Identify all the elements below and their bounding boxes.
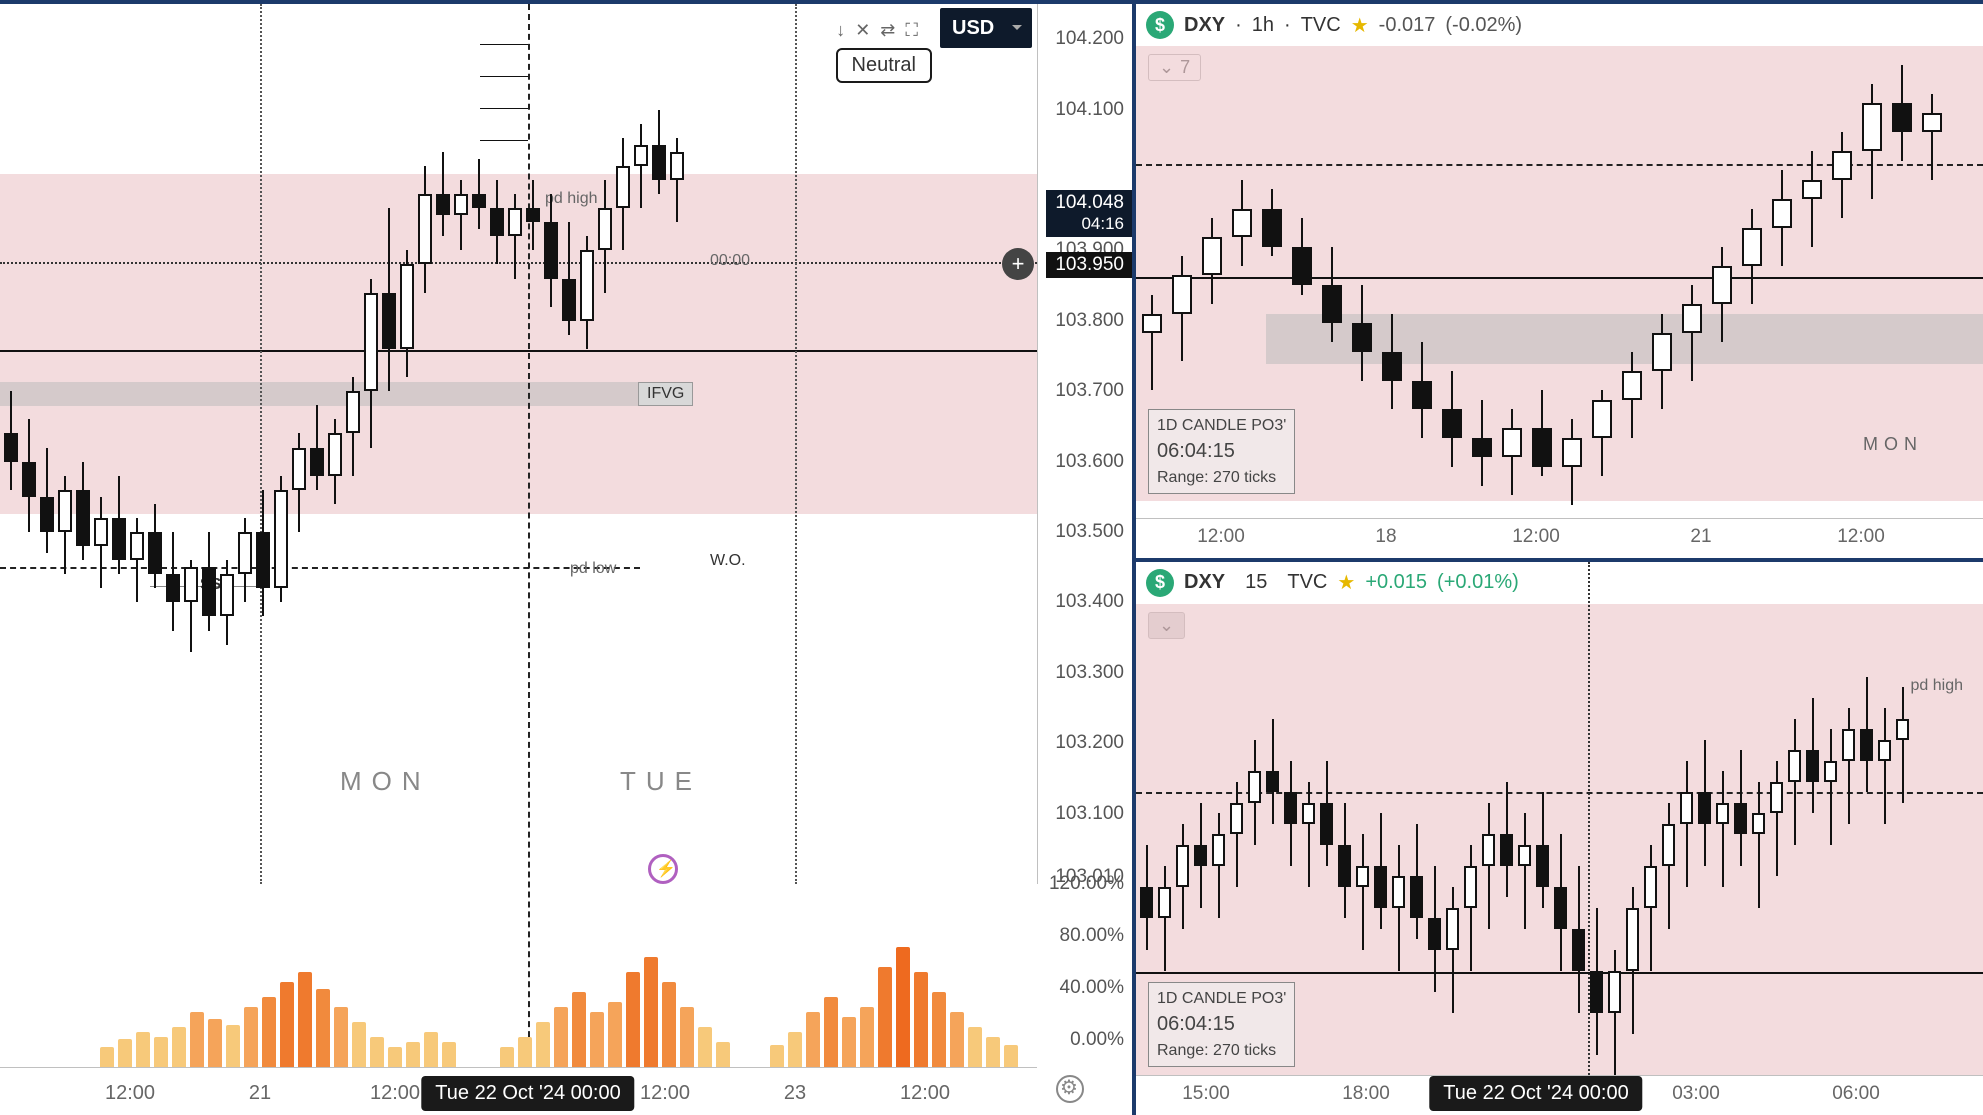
candles	[0, 4, 1037, 884]
symbol-badge: $	[1146, 11, 1174, 39]
gear-icon[interactable]	[1056, 1075, 1084, 1103]
crosshair-price-label: 103.950	[1046, 252, 1132, 278]
symbol-badge: $	[1146, 569, 1174, 597]
maximize-icon[interactable]: ⛶	[905, 20, 918, 41]
chart-15m-panel[interactable]: $ DXY 15 TVC ★ +0.015 (+0.01%) ⌄ pd high…	[1136, 562, 1983, 1115]
interval-label[interactable]: 1h	[1252, 14, 1274, 37]
volume-histogram	[0, 887, 1037, 1067]
info-box: 1D CANDLE PO3' 06:04:15 Range: 270 ticks	[1148, 982, 1295, 1067]
current-price-label: 104.048 04:16	[1046, 190, 1132, 237]
link-icon[interactable]: ⇄	[880, 20, 895, 41]
y-axis[interactable]: 104.200104.100103.900103.800103.700103.6…	[1037, 4, 1132, 884]
currency-selector[interactable]: USD	[940, 8, 1032, 48]
interval-label[interactable]: 15	[1245, 571, 1267, 594]
x-axis[interactable]: 12:002112:0012:002312:00Tue 22 Oct '24 0…	[0, 1067, 1037, 1115]
chart-15m-header: $ DXY 15 TVC ★ +0.015 (+0.01%)	[1136, 562, 1983, 604]
arrow-down-icon[interactable]: ↓	[836, 20, 845, 41]
delta-abs: -0.017	[1379, 14, 1436, 37]
x-axis[interactable]: 15:0018:0003:0006:00Tue 22 Oct '24 00:00	[1136, 1075, 1983, 1115]
star-icon[interactable]: ★	[1351, 13, 1369, 38]
info-box: 1D CANDLE PO3' 06:04:15 Range: 270 ticks	[1148, 409, 1295, 494]
x-axis[interactable]: 12:001812:002112:00	[1136, 518, 1983, 558]
source-label: TVC	[1301, 14, 1341, 37]
close-icon[interactable]: ✕	[855, 20, 870, 41]
source-label: TVC	[1287, 571, 1327, 594]
chart-1h-panel[interactable]: $ DXY ·1h ·TVC ★ -0.017 (-0.02%) ⌄ 7 1D …	[1136, 4, 1983, 562]
chart-1h-header: $ DXY ·1h ·TVC ★ -0.017 (-0.02%)	[1136, 4, 1983, 46]
delta-abs: +0.015	[1365, 571, 1427, 594]
neutral-badge: Neutral	[836, 48, 932, 83]
delta-pct: (+0.01%)	[1437, 571, 1519, 594]
main-chart-panel[interactable]: pd high pd low SSL IFVG W.O. 00:00 MON T…	[0, 4, 1136, 1115]
add-alert-icon[interactable]: +	[1002, 248, 1034, 280]
delta-pct: (-0.02%)	[1445, 14, 1522, 37]
mon-label: MON	[1863, 434, 1923, 455]
symbol-name[interactable]: DXY	[1184, 571, 1225, 594]
symbol-name[interactable]: DXY	[1184, 14, 1225, 37]
star-icon[interactable]: ★	[1337, 570, 1355, 595]
chart-header-icons[interactable]: ↓ ✕ ⇄ ⛶	[836, 20, 918, 41]
